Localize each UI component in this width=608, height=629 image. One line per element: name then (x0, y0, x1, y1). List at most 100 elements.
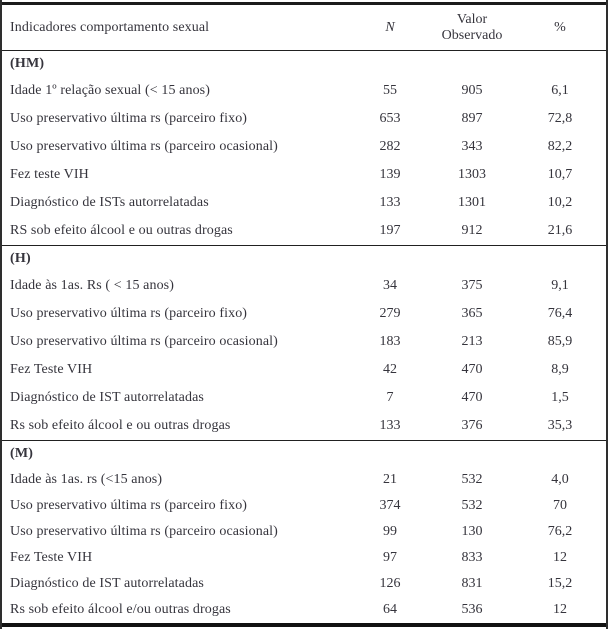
n-value: 374 (379, 498, 401, 513)
pct-value: 4,0 (551, 472, 569, 487)
n-value: 97 (383, 550, 397, 565)
indicator-label: Uso preservativo última rs (parceiro fix… (10, 306, 248, 321)
table-row: Diagnóstico de IST autorrelatadas 126 83… (2, 571, 606, 597)
indicator-label: Fez Teste VIH (10, 362, 93, 377)
indicator-label: Rs sob efeito álcool e ou outras drogas (10, 418, 231, 433)
valor-observado-value: 897 (461, 111, 483, 127)
section-label: (M) (10, 446, 34, 461)
indicator-label: RS sob efeito álcool e ou outras drogas (10, 223, 233, 238)
table-row: RS sob efeito álcool e ou outras drogas … (2, 217, 606, 245)
n-value: 653 (379, 111, 401, 126)
section-m: (M) Idade às 1as. rs (<15 anos) 21 532 4… (2, 441, 606, 623)
section-header-row: (H) (2, 246, 606, 272)
pct-value: 12 (553, 550, 567, 565)
table-row: Uso preservativo última rs (parceiro oca… (2, 133, 606, 161)
table-header-row: Indicadores comportamento sexual N Valor… (2, 5, 606, 50)
n-value: 42 (383, 362, 397, 377)
pct-value: 21,6 (547, 223, 573, 238)
table-row: Fez Teste VIH 97 833 12 (2, 545, 606, 571)
indicator-label: Idade 1º relação sexual (< 15 anos) (10, 83, 210, 98)
bottom-rule (2, 623, 606, 627)
pct-value: 70 (553, 498, 567, 513)
pct-value: 8,9 (551, 362, 569, 377)
section-divider (2, 440, 606, 441)
n-value: 34 (383, 278, 397, 293)
valor-observado-value: 470 (461, 390, 483, 406)
column-header-valor-observado: Valor Observado (441, 11, 503, 43)
n-value: 282 (379, 139, 401, 154)
column-header-n: N (385, 19, 395, 35)
indicator-label: Uso preservativo última rs (parceiro fix… (10, 111, 248, 126)
table-row: Uso preservativo última rs (parceiro oca… (2, 519, 606, 545)
table-row: Uso preservativo última rs (parceiro oca… (2, 328, 606, 356)
pct-value: 76,2 (547, 524, 573, 539)
pct-value: 35,3 (547, 418, 573, 433)
n-value: 7 (386, 390, 394, 405)
table-row: Fez Teste VIH 42 470 8,9 (2, 356, 606, 384)
indicator-label: Fez Teste VIH (10, 550, 93, 565)
table-row: Rs sob efeito álcool e ou outras drogas … (2, 412, 606, 440)
section-h: (H) Idade às 1as. Rs ( < 15 anos) 34 375… (2, 246, 606, 440)
n-value: 99 (383, 524, 397, 539)
table-row: Idade às 1as. rs (<15 anos) 21 532 4,0 (2, 467, 606, 493)
valor-observado-value: 343 (461, 139, 483, 155)
pct-value: 1,5 (551, 390, 569, 405)
table-row: Idade 1º relação sexual (< 15 anos) 55 9… (2, 77, 606, 105)
pct-value: 10,7 (547, 167, 573, 182)
table-row: Uso preservativo última rs (parceiro fix… (2, 105, 606, 133)
indicator-label: Diagnóstico de IST autorrelatadas (10, 390, 204, 405)
indicator-label: Idade às 1as. Rs ( < 15 anos) (10, 278, 174, 293)
valor-observado-value: 1301 (458, 195, 486, 211)
section-label: (H) (10, 251, 31, 266)
valor-observado-value: 365 (461, 306, 483, 322)
section-header-row: (HM) (2, 51, 606, 77)
table-row: Uso preservativo última rs (parceiro fix… (2, 300, 606, 328)
n-value: 126 (379, 576, 401, 591)
pct-value: 85,9 (547, 334, 573, 349)
valor-observado-value: 130 (461, 524, 483, 540)
pct-value: 76,4 (547, 306, 573, 321)
column-header-pct: % (554, 19, 566, 35)
table-row: Diagnóstico de IST autorrelatadas 7 470 … (2, 384, 606, 412)
pct-value: 9,1 (551, 278, 569, 293)
valor-observado-value: 905 (461, 83, 483, 99)
pct-value: 12 (553, 602, 567, 617)
valor-observado-value: 213 (461, 334, 483, 350)
header-divider (2, 50, 606, 51)
n-value: 21 (383, 472, 397, 487)
indicator-label: Uso preservativo última rs (parceiro oca… (10, 334, 278, 349)
n-value: 133 (379, 418, 401, 433)
section-header-row: (M) (2, 441, 606, 467)
n-value: 197 (379, 223, 401, 238)
n-value: 64 (383, 602, 397, 617)
valor-observado-value: 833 (461, 550, 483, 566)
n-value: 55 (383, 83, 397, 98)
indicator-label: Rs sob efeito álcool e/ou outras drogas (10, 602, 231, 617)
indicator-label: Diagnóstico de IST autorrelatadas (10, 576, 204, 591)
pct-value: 72,8 (547, 111, 573, 126)
table-row: Rs sob efeito álcool e/ou outras drogas … (2, 597, 606, 623)
valor-observado-value: 912 (461, 223, 483, 239)
indicator-label: Fez teste VIH (10, 167, 89, 182)
pct-value: 10,2 (547, 195, 573, 210)
indicator-label: Uso preservativo última rs (parceiro oca… (10, 524, 278, 539)
valor-observado-value: 375 (461, 278, 483, 294)
table-row: Fez teste VIH 139 1303 10,7 (2, 161, 606, 189)
pct-value: 15,2 (547, 576, 573, 591)
valor-observado-value: 831 (461, 576, 483, 592)
n-value: 139 (379, 167, 401, 182)
valor-observado-value: 536 (461, 602, 483, 618)
pct-value: 6,1 (551, 83, 569, 98)
top-rule (2, 2, 606, 5)
valor-observado-value: 376 (461, 418, 483, 434)
valor-observado-value: 1303 (458, 167, 486, 183)
pct-value: 82,2 (547, 139, 573, 154)
valor-observado-value: 470 (461, 362, 483, 378)
indicator-label: Uso preservativo última rs (parceiro fix… (10, 498, 248, 513)
indicator-label: Uso preservativo última rs (parceiro oca… (10, 139, 278, 154)
valor-observado-value: 532 (461, 498, 483, 514)
table-row: Idade às 1as. Rs ( < 15 anos) 34 375 9,1 (2, 272, 606, 300)
n-value: 133 (379, 195, 401, 210)
table-row: Diagnóstico de ISTs autorrelatadas 133 1… (2, 189, 606, 217)
